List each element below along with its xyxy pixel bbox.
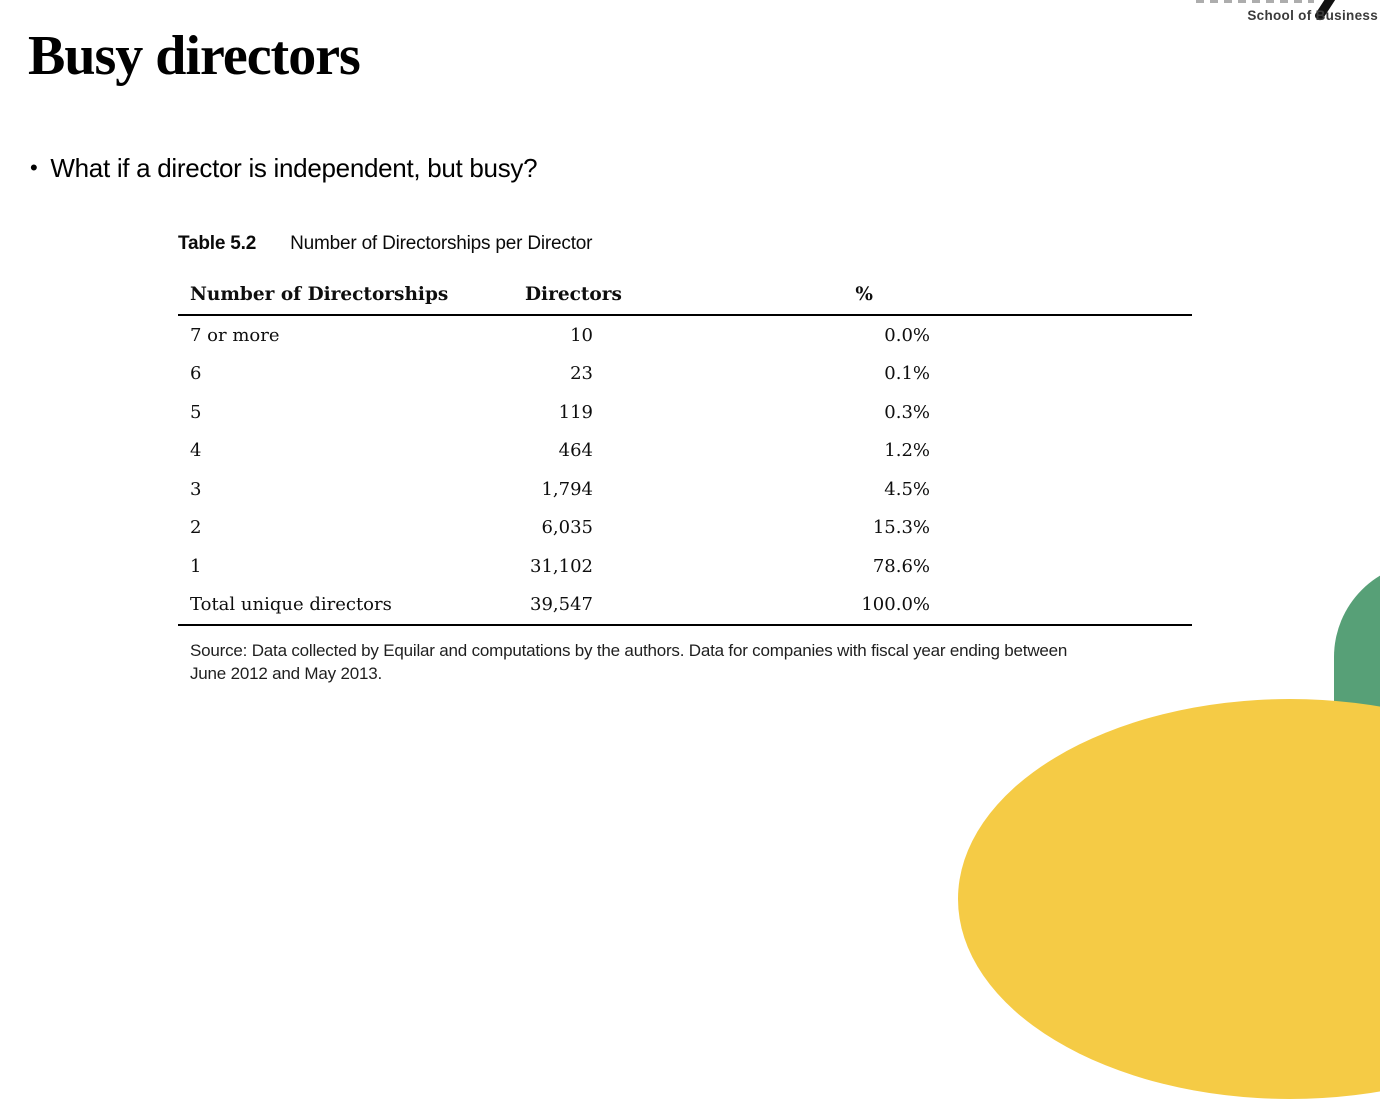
cell-pct: 0.1% (884, 363, 930, 385)
wordmark-cutoff-mark (1196, 0, 1314, 3)
cell-directors: 464 (558, 440, 593, 462)
cell-directorships: 3 (190, 478, 202, 500)
cell-directorships: 2 (190, 517, 202, 539)
cell-directorships: 1 (190, 555, 202, 577)
cell-pct: 0.3% (884, 401, 930, 423)
source-note: Source: Data collected by Equilar and co… (178, 639, 1192, 685)
cell-pct: 0.0% (884, 324, 930, 346)
table-row: 1 31,102 78.6% (178, 547, 1192, 586)
cell-directorships: 4 (190, 440, 202, 462)
cell-directorships: 7 or more (190, 324, 280, 346)
table-header-row: Number of Directorships Directors % (178, 269, 1192, 316)
column-header-spacer (930, 269, 1192, 316)
table-row: 7 or more 10 0.0% (178, 315, 1192, 355)
directorships-table: Number of Directorships Directors % 7 or… (178, 269, 1192, 626)
decor-yellow-shape (958, 699, 1380, 1099)
cell-pct: 100.0% (630, 585, 930, 626)
cell-directorships: 5 (190, 401, 202, 423)
table-row-total: Total unique directors 39,547 100.0% (178, 585, 1192, 626)
source-note-line: Source: Data collected by Equilar and co… (190, 641, 1068, 660)
table-caption: Table 5.2 Number of Directorships per Dir… (178, 231, 1192, 257)
cell-directorships: 6 (190, 363, 202, 385)
column-header-directorships: Number of Directorships (178, 269, 525, 316)
table-row: 3 1,794 4.5% (178, 470, 1192, 509)
table-caption-label: Table 5.2 (178, 233, 257, 254)
table-caption-title: Number of Directorships per Director (290, 233, 593, 254)
table-row: 6 23 0.1% (178, 355, 1192, 394)
bullet-text: What if a director is independent, but b… (50, 153, 538, 183)
cell-pct: 78.6% (872, 555, 930, 577)
column-header-pct: % (630, 269, 930, 316)
bullet-item: • What if a director is independent, but… (30, 153, 538, 184)
school-of-business-label: School of Business (1247, 8, 1378, 23)
cell-directors: 10 (570, 324, 593, 346)
source-note-line: June 2012 and May 2013. (190, 664, 382, 683)
cell-directors: 31,102 (530, 555, 593, 577)
cell-pct: 4.5% (884, 478, 930, 500)
cell-directors: 6,035 (541, 517, 593, 539)
cell-directors: 23 (570, 363, 593, 385)
slide-title: Busy directors (28, 25, 361, 87)
cell-pct: 1.2% (884, 440, 930, 462)
cell-directors: 1,794 (541, 478, 593, 500)
table-row: 4 464 1.2% (178, 432, 1192, 471)
cell-directorships: Total unique directors (178, 585, 525, 626)
cell-directors: 39,547 (525, 585, 630, 626)
column-header-directors: Directors (525, 269, 630, 316)
bullet-icon: • (30, 155, 38, 180)
cell-directors: 119 (558, 401, 593, 423)
cell-pct: 15.3% (872, 517, 930, 539)
table-block: Table 5.2 Number of Directorships per Dir… (178, 231, 1192, 685)
table-row: 2 6,035 15.3% (178, 509, 1192, 548)
table-row: 5 119 0.3% (178, 393, 1192, 432)
